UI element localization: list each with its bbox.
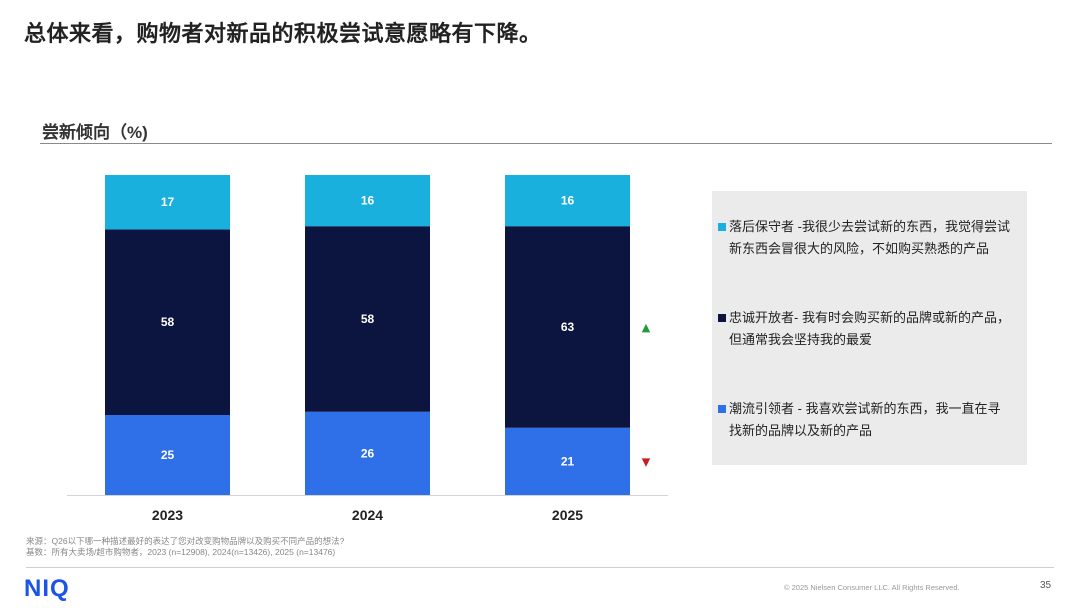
- x-tick-label-2025: 2025: [552, 507, 583, 523]
- niq-logo: NIQ: [24, 575, 70, 602]
- x-tick-label-2023: 2023: [152, 507, 183, 523]
- source-note: 来源：Q26以下哪一种描述最好的表达了您对改变购物品牌以及购买不同产品的想法? …: [26, 536, 344, 558]
- page-number: 35: [1040, 580, 1052, 591]
- change-indicator-down-icon: ▼: [642, 455, 651, 468]
- legend-text-line2: 但通常我会坚持我的最爱: [729, 332, 873, 347]
- footer-divider: [26, 567, 1054, 568]
- data-label-laggard-2024: 16: [361, 194, 375, 208]
- data-label-trendsetter-2025: 21: [561, 454, 575, 468]
- page-title: 总体来看，购物者对新品的积极尝试意愿略有下降。: [24, 21, 542, 46]
- source-line-question: 来源：Q26以下哪一种描述最好的表达了您对改变购物品牌以及购买不同产品的想法?: [26, 536, 345, 546]
- bar-segment-laggard-2023: [105, 175, 230, 230]
- legend-swatch-loyal-open: [718, 314, 726, 322]
- legend-item-loyal-open: 忠诚开放者- 我有时会购买新的品牌或新的产品， 但通常我会坚持我的最爱: [718, 307, 1018, 351]
- legend-item-trendsetter: 潮流引领者 - 我喜欢尝试新的东西，我一直在寻 找新的品牌以及新的产品: [718, 398, 1018, 442]
- data-label-trendsetter-2023: 25: [161, 448, 175, 462]
- bar-segment-laggard-2024: [305, 175, 430, 227]
- copyright-text: © 2025 Nielsen Consumer LLC. All Rights …: [784, 583, 960, 592]
- legend-item-laggard: 落后保守者 -我很少去尝试新的东西，我觉得尝试 新东西会冒很大的风险，不如购买熟…: [718, 216, 1018, 260]
- legend-text-line2: 新东西会冒很大的风险，不如购买熟悉的产品: [729, 241, 990, 256]
- data-label-loyal-open-2023: 58: [161, 315, 175, 329]
- data-label-loyal-open-2024: 58: [361, 312, 375, 326]
- bar-segment-loyal-open-2024: [305, 226, 430, 412]
- data-label-trendsetter-2024: 26: [361, 446, 375, 460]
- subtitle-divider: [40, 143, 1052, 144]
- change-indicator-up-icon: ▲: [642, 321, 651, 334]
- legend-text-line1: 潮流引领者 - 我喜欢尝试新的东西，我一直在寻: [729, 401, 1001, 416]
- bar-segment-trendsetter-2025: [505, 427, 630, 495]
- data-label-laggard-2025: 16: [561, 194, 575, 208]
- bar-segment-loyal-open-2023: [105, 229, 230, 415]
- legend-text-line2: 找新的品牌以及新的产品: [729, 423, 873, 438]
- legend-text-line1: 忠诚开放者- 我有时会购买新的品牌或新的产品，: [729, 310, 1010, 325]
- legend-swatch-laggard: [718, 223, 726, 231]
- bar-segment-laggard-2025: [505, 175, 630, 227]
- data-label-laggard-2023: 17: [161, 195, 175, 209]
- legend-swatch-trendsetter: [718, 405, 726, 413]
- bar-segment-trendsetter-2024: [305, 411, 430, 495]
- legend-text-line1: 落后保守者 -我很少去尝试新的东西，我觉得尝试: [729, 219, 1010, 234]
- data-label-loyal-open-2025: 63: [561, 320, 575, 334]
- source-line-base: 基数：所有大卖场/超市购物者，2023 (n=12908), 2024(n=13…: [26, 547, 336, 557]
- bar-segment-trendsetter-2023: [105, 415, 230, 495]
- bar-segment-loyal-open-2025: [505, 226, 630, 428]
- chart-subtitle: 尝新倾向（%): [42, 123, 148, 142]
- legend-box: 落后保守者 -我很少去尝试新的东西，我觉得尝试 新东西会冒很大的风险，不如购买熟…: [712, 191, 1027, 465]
- x-tick-label-2024: 2024: [352, 507, 383, 523]
